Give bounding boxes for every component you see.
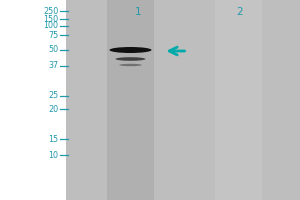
Bar [215, 0, 262, 200]
Text: 2: 2 [237, 7, 243, 17]
Text: 15: 15 [48, 134, 59, 144]
Bar [66, 0, 300, 200]
Ellipse shape [119, 64, 142, 66]
Text: 10: 10 [49, 151, 58, 160]
Text: 50: 50 [48, 46, 59, 54]
Ellipse shape [116, 57, 146, 61]
Text: 100: 100 [44, 21, 59, 30]
Ellipse shape [110, 47, 152, 53]
Text: 20: 20 [48, 105, 59, 114]
Text: 25: 25 [48, 92, 59, 100]
Text: 75: 75 [48, 30, 59, 40]
Text: 37: 37 [48, 62, 59, 71]
Text: 1: 1 [135, 7, 141, 17]
Bar [107, 0, 154, 200]
Text: 150: 150 [44, 15, 59, 23]
Text: 250: 250 [43, 6, 58, 16]
